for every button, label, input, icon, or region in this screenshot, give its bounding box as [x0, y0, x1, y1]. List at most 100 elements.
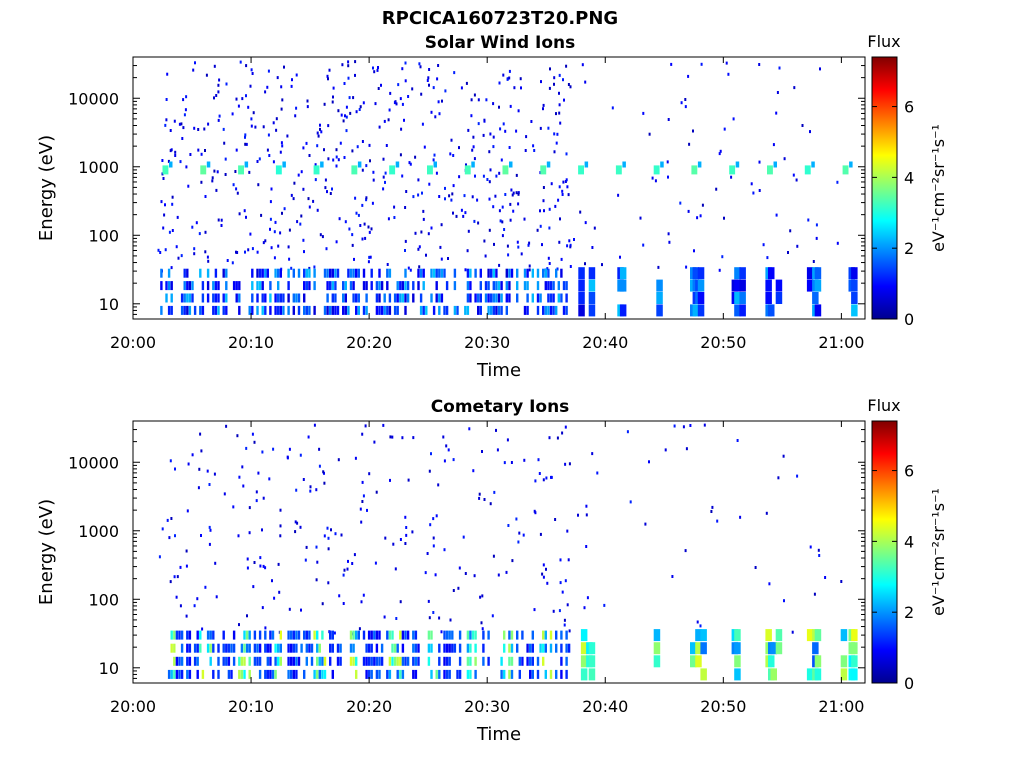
heatmap-cell — [380, 305, 384, 315]
heatmap-cell — [171, 195, 174, 199]
heatmap-cell — [316, 656, 319, 666]
heatmap-cell — [547, 293, 550, 303]
heatmap-cell — [267, 69, 270, 73]
heatmap-cell — [509, 202, 512, 206]
heatmap-cell — [403, 118, 405, 122]
heatmap-cell — [417, 247, 420, 251]
heatmap-cell — [796, 474, 799, 478]
heatmap-cell — [508, 281, 511, 291]
heatmap-cell — [331, 643, 334, 653]
heatmap-cell — [170, 293, 173, 303]
heatmap-cell — [244, 161, 249, 168]
heatmap-cell — [542, 478, 545, 482]
heatmap-cell — [453, 305, 457, 315]
heatmap-cell — [426, 79, 429, 82]
heatmap-cell — [560, 630, 563, 640]
heatmap-cell — [201, 669, 205, 679]
heatmap-cell — [389, 478, 391, 482]
heatmap-cell — [696, 216, 699, 220]
heatmap-cell — [766, 256, 769, 260]
heatmap-cell — [248, 669, 251, 679]
heatmap-cell — [451, 643, 454, 653]
heatmap-cell — [209, 643, 212, 653]
heatmap-cell — [479, 305, 482, 315]
heatmap-cell — [775, 292, 783, 304]
heatmap-cell — [303, 268, 306, 278]
heatmap-cell — [272, 447, 275, 451]
heatmap-cell — [485, 98, 488, 102]
heatmap-cell — [287, 630, 290, 640]
heatmap-cell — [482, 133, 485, 137]
heatmap-cell — [546, 267, 549, 271]
heatmap-cell — [432, 611, 435, 614]
heatmap-cell — [193, 305, 197, 315]
heatmap-cell — [432, 268, 436, 278]
heatmap-cell — [373, 656, 376, 666]
heatmap-cell — [329, 281, 332, 291]
heatmap-cell — [407, 478, 410, 482]
heatmap-cell — [378, 305, 381, 315]
heatmap-cell — [501, 220, 504, 224]
heatmap-cell — [349, 281, 353, 291]
heatmap-cell — [550, 182, 553, 186]
heatmap-cell — [487, 268, 490, 278]
heatmap-cell — [170, 266, 173, 270]
heatmap-cell — [584, 262, 586, 266]
heatmap-cell — [196, 656, 199, 666]
heatmap-cell — [370, 281, 373, 291]
heatmap-cell — [339, 656, 342, 666]
heatmap-cell — [517, 245, 520, 249]
x-axis: 20:00 20:10 20:20 20:30 20:40 20:50 21:00 — [110, 57, 864, 352]
heatmap-cell — [526, 293, 529, 303]
heatmap-cell — [261, 528, 263, 532]
colorbar-tick-label: 0 — [904, 674, 914, 693]
heatmap-cell — [171, 229, 174, 232]
heatmap-cell — [699, 624, 702, 628]
heatmap-cell — [458, 175, 461, 179]
heatmap-cell — [224, 157, 227, 161]
heatmap-cell — [329, 643, 332, 653]
heatmap-cell — [477, 293, 480, 303]
heatmap-cell — [312, 199, 315, 203]
heatmap-cell — [438, 305, 441, 315]
heatmap-cell — [251, 268, 254, 278]
heatmap-cell — [467, 229, 470, 233]
colorbar-tick-label: 2 — [904, 603, 914, 622]
heatmap-cell — [396, 643, 399, 653]
heatmap-cell — [276, 76, 279, 80]
heatmap-cell — [186, 268, 189, 278]
heatmap-cell — [586, 596, 589, 600]
heatmap-cell — [199, 643, 202, 653]
heatmap-cell — [167, 305, 171, 315]
heatmap-cell — [279, 150, 282, 154]
heatmap-cell — [335, 164, 338, 168]
heatmap-cell — [331, 669, 334, 679]
heatmap-cell — [295, 293, 298, 303]
heatmap-cell — [505, 305, 508, 315]
heatmap-cell — [238, 212, 241, 216]
heatmap-cell — [710, 510, 713, 513]
heatmap-cell — [383, 293, 386, 303]
heatmap-cell — [391, 643, 394, 653]
heatmap-cell — [505, 570, 508, 574]
heatmap-cell — [196, 597, 199, 601]
heatmap-cell — [201, 293, 205, 303]
heatmap-cell — [308, 268, 311, 278]
x-tick-label: 20:20 — [346, 333, 392, 352]
heatmap-cell — [235, 293, 238, 303]
heatmap-cell — [339, 141, 342, 145]
heatmap-cell — [334, 268, 337, 278]
heatmap-cell — [444, 197, 446, 201]
heatmap-cell — [458, 669, 462, 679]
heatmap-cell — [193, 604, 196, 608]
heatmap-cell — [313, 669, 316, 679]
heatmap-cell — [611, 106, 614, 110]
heatmap-cell — [212, 669, 215, 679]
heatmap-cell — [329, 268, 332, 278]
heatmap-cell — [323, 656, 327, 666]
heatmap-cell — [421, 122, 424, 126]
heatmap-cell — [186, 643, 189, 653]
heatmap-cell — [342, 305, 345, 315]
heatmap-cell — [673, 424, 676, 428]
heatmap-cell — [365, 281, 368, 291]
